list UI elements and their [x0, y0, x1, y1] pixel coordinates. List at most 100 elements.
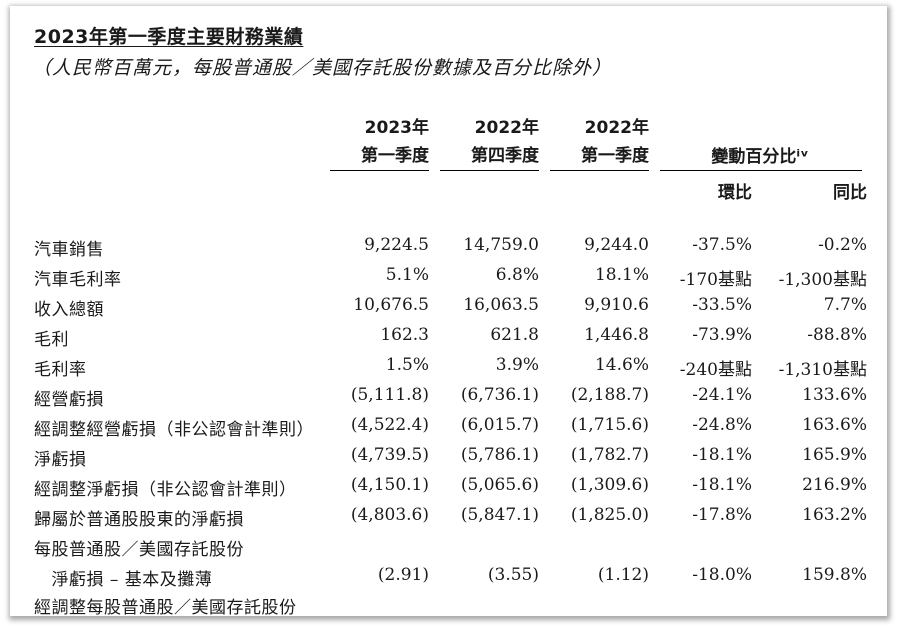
cell-2022q1: (2,188.7): [570, 385, 649, 405]
cell-2022q1: (1,309.6): [570, 475, 649, 495]
cell-2022q1: 9,244.0: [584, 235, 649, 255]
row-label: 歸屬於普通股股東的淨虧損: [34, 510, 244, 530]
row-label: 汽車毛利率: [34, 270, 122, 290]
cell-2022q1: (1,715.6): [570, 415, 649, 435]
col2-header-year: 2022年: [474, 118, 539, 138]
cell-2023q1: 10,676.5: [353, 295, 429, 315]
cell-2023q1: (4,803.6): [350, 505, 429, 525]
cell-2022q4: 3.9%: [495, 355, 539, 375]
col3-header-rule: [550, 170, 649, 171]
table-row: 汽車銷售 9,224.5 14,759.0 9,244.0 -37.5% -0.…: [10, 232, 887, 262]
table-row: 淨虧損 (4,739.5) (5,786.1) (1,782.7) -18.1%…: [10, 442, 887, 472]
col2-header-quarter: 第四季度: [471, 146, 539, 166]
cell-qoq: -240基點: [679, 360, 752, 380]
cell-yoy: 163.6%: [802, 415, 867, 435]
cell-2022q1: 18.1%: [594, 265, 649, 285]
table-row: 經調整經營虧損（非公認會計準則） (4,522.4) (6,015.7) (1,…: [10, 412, 887, 442]
col2-header: 2022年 第四季度: [443, 114, 539, 170]
row-label: 經調整淨虧損（非公認會計準則）: [34, 480, 297, 500]
page-title: 2023年第一季度主要財務業績: [34, 26, 304, 48]
cell-2022q4: (3.55): [487, 565, 539, 585]
cell-2023q1: 1.5%: [385, 355, 429, 375]
cell-yoy: 163.2%: [802, 505, 867, 525]
cell-2022q1: 1,446.8: [584, 325, 649, 345]
row-label: 汽車銷售: [34, 240, 104, 260]
row-label: 每股普通股／美國存託股份: [34, 540, 244, 560]
table-row: 毛利 162.3 621.8 1,446.8 -73.9% -88.8%: [10, 322, 887, 352]
cell-qoq: -18.1%: [692, 475, 752, 495]
cell-2023q1: (4,150.1): [350, 475, 429, 495]
cell-qoq: -18.1%: [692, 445, 752, 465]
col2-header-rule: [440, 170, 539, 171]
document-page: 2023年第一季度主要財務業績 （人民幣百萬元，每股普通股／美國存託股份數據及百…: [10, 6, 887, 616]
row-label: 毛利率: [34, 360, 87, 380]
cell-2022q4: (6,015.7): [460, 415, 539, 435]
cell-yoy: 159.8%: [802, 565, 867, 585]
cell-yoy: 7.7%: [823, 295, 867, 315]
cell-2022q1: 14.6%: [594, 355, 649, 375]
cell-2022q1: 9,910.6: [584, 295, 649, 315]
cell-2023q1: (4,739.5): [350, 445, 429, 465]
page-subtitle: （人民幣百萬元，每股普通股／美國存託股份數據及百分比除外）: [32, 57, 613, 79]
col1-header-rule: [330, 170, 429, 171]
cell-qoq: -37.5%: [692, 235, 752, 255]
cell-qoq: -18.0%: [692, 565, 752, 585]
yoy-header: 同比: [833, 183, 867, 203]
cell-2023q1: (2.91): [377, 565, 429, 585]
qoq-header: 環比: [718, 183, 752, 203]
cell-2023q1: 9,224.5: [364, 235, 429, 255]
cell-yoy: 165.9%: [802, 445, 867, 465]
col1-header-year: 2023年: [364, 118, 429, 138]
row-label: 經調整經營虧損（非公認會計準則）: [34, 420, 314, 440]
cell-2022q4: (5,847.1): [460, 505, 539, 525]
row-label: 收入總額: [34, 300, 104, 320]
cell-2022q4: 6.8%: [495, 265, 539, 285]
cell-qoq: -24.1%: [692, 385, 752, 405]
cell-qoq: -73.9%: [692, 325, 752, 345]
cell-2022q4: (5,065.6): [460, 475, 539, 495]
table-row: 收入總額 10,676.5 16,063.5 9,910.6 -33.5% 7.…: [10, 292, 887, 322]
table-row: 經營虧損 (5,111.8) (6,736.1) (2,188.7) -24.1…: [10, 382, 887, 412]
cell-2022q4: (6,736.1): [460, 385, 539, 405]
col3-header: 2022年 第一季度: [553, 114, 649, 170]
row-label: 經調整每股普通股／美國存託股份: [34, 598, 297, 616]
cell-yoy: -1,300基點: [778, 270, 867, 290]
cell-2022q1: (1,825.0): [570, 505, 649, 525]
cell-2023q1: (5,111.8): [350, 385, 429, 405]
cell-qoq: -170基點: [679, 270, 752, 290]
cell-2022q1: (1,782.7): [570, 445, 649, 465]
table-row: 每股普通股／美國存託股份: [10, 532, 887, 562]
table-row: 汽車毛利率 5.1% 6.8% 18.1% -170基點 -1,300基點: [10, 262, 887, 292]
cell-2023q1: (4,522.4): [350, 415, 429, 435]
table-row: 淨虧損 – 基本及攤薄 (2.91) (3.55) (1.12) -18.0% …: [10, 562, 887, 592]
row-label: 經營虧損: [34, 390, 104, 410]
cell-2022q4: 621.8: [490, 325, 539, 345]
row-label: 毛利: [34, 330, 69, 350]
col3-header-year: 2022年: [584, 118, 649, 138]
cell-2023q1: 162.3: [380, 325, 429, 345]
table-row: 毛利率 1.5% 3.9% 14.6% -240基點 -1,310基點: [10, 352, 887, 382]
table-row: 經調整每股普通股／美國存託股份: [10, 590, 887, 616]
cell-2023q1: 5.1%: [385, 265, 429, 285]
cell-2022q4: (5,786.1): [460, 445, 539, 465]
change-header: 變動百分比ⁱᵛ: [711, 147, 809, 167]
cell-2022q1: (1.12): [597, 565, 649, 585]
change-header-rule: [660, 170, 862, 171]
col1-header-quarter: 第一季度: [361, 146, 429, 166]
table-row: 經調整淨虧損（非公認會計準則） (4,150.1) (5,065.6) (1,3…: [10, 472, 887, 502]
cell-qoq: -33.5%: [692, 295, 752, 315]
results-table: 汽車銷售 9,224.5 14,759.0 9,244.0 -37.5% -0.…: [10, 232, 887, 616]
cell-yoy: -88.8%: [807, 325, 867, 345]
cell-qoq: -17.8%: [692, 505, 752, 525]
cell-yoy: -0.2%: [818, 235, 867, 255]
cell-2022q4: 14,759.0: [463, 235, 539, 255]
col3-header-quarter: 第一季度: [581, 146, 649, 166]
cell-yoy: 216.9%: [802, 475, 867, 495]
row-label: 淨虧損: [34, 450, 87, 470]
cell-yoy: 133.6%: [802, 385, 867, 405]
table-row: 歸屬於普通股股東的淨虧損 (4,803.6) (5,847.1) (1,825.…: [10, 502, 887, 532]
row-label: 淨虧損 – 基本及攤薄: [34, 570, 213, 590]
cell-yoy: -1,310基點: [778, 360, 867, 380]
cell-qoq: -24.8%: [692, 415, 752, 435]
cell-2022q4: 16,063.5: [463, 295, 539, 315]
